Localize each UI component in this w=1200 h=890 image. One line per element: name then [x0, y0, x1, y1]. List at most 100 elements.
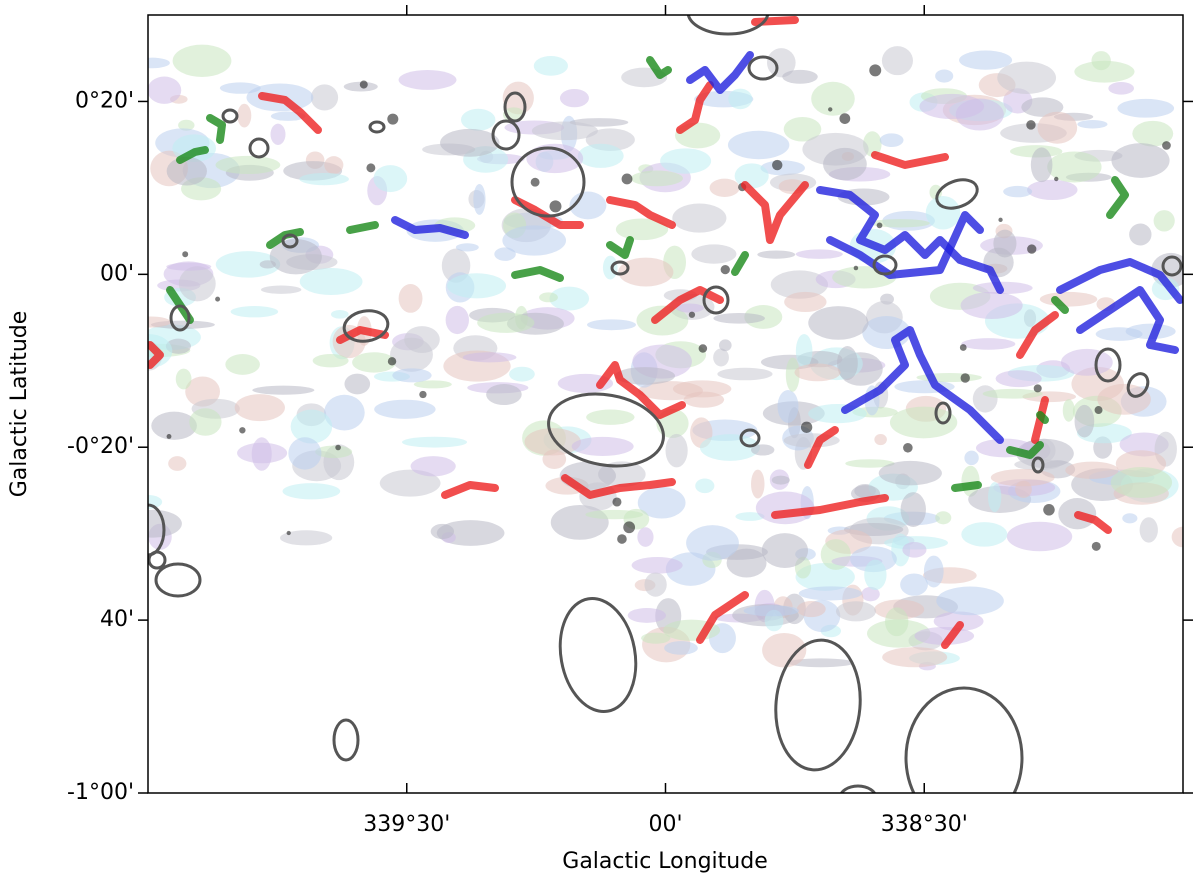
- blob: [777, 389, 799, 423]
- y-tick-label: -0°20': [67, 434, 134, 459]
- blob: [1111, 143, 1170, 178]
- blob: [398, 283, 423, 313]
- blob: [486, 384, 522, 406]
- blob: [1060, 348, 1113, 376]
- dark-clump: [366, 163, 376, 173]
- blob: [929, 184, 943, 200]
- dark-clump: [903, 443, 913, 453]
- blob: [762, 632, 807, 668]
- blob: [902, 541, 927, 558]
- blob: [837, 346, 858, 381]
- blob: [637, 486, 686, 519]
- blob: [404, 326, 440, 354]
- blob: [713, 348, 729, 367]
- blob: [455, 243, 479, 252]
- blob: [445, 305, 469, 335]
- blob: [808, 306, 869, 340]
- blob: [440, 128, 500, 157]
- ellipse: [221, 108, 239, 124]
- blob: [686, 525, 739, 561]
- blob: [995, 370, 1042, 388]
- blob: [936, 586, 1004, 616]
- filament: [741, 181, 809, 244]
- ellipse: [774, 638, 862, 772]
- blob: [695, 478, 715, 494]
- dark-clump: [800, 421, 813, 433]
- filament: [346, 221, 379, 234]
- blob: [835, 601, 877, 622]
- blob: [644, 572, 667, 597]
- blob: [330, 310, 349, 319]
- blob: [252, 385, 315, 395]
- filament: [941, 621, 964, 649]
- filament: [804, 426, 839, 469]
- blob: [148, 57, 170, 69]
- blob: [664, 641, 698, 655]
- ellipse: [510, 146, 586, 218]
- ellipse: [169, 304, 191, 332]
- blob: [288, 437, 322, 470]
- blob: [260, 285, 302, 294]
- blob: [735, 512, 765, 521]
- blob: [344, 373, 371, 395]
- dark-clump: [720, 264, 730, 275]
- filament: [1076, 286, 1179, 354]
- blob: [796, 600, 826, 618]
- blob: [473, 183, 486, 215]
- blob: [602, 255, 618, 280]
- blob: [751, 444, 775, 456]
- blob: [1139, 517, 1158, 543]
- blob: [462, 352, 517, 363]
- blob: [230, 306, 279, 318]
- blob: [787, 658, 854, 668]
- blob: [959, 50, 1013, 70]
- blob: [672, 380, 732, 398]
- blob: [823, 147, 867, 181]
- blob: [379, 469, 441, 497]
- blob: [148, 316, 171, 328]
- blob: [1027, 179, 1078, 200]
- blob: [660, 148, 712, 174]
- blob: [726, 548, 767, 578]
- blob: [460, 108, 496, 131]
- blob: [691, 244, 737, 264]
- ellipse: [1126, 372, 1150, 398]
- blob: [757, 250, 796, 259]
- dark-clump: [1091, 541, 1101, 551]
- dark-clump: [1094, 406, 1103, 415]
- ellipse: [686, 15, 770, 36]
- dark-clump: [359, 80, 368, 89]
- blob: [919, 93, 985, 120]
- ellipse: [904, 686, 1024, 793]
- dark-clump: [286, 530, 291, 536]
- ellipse: [1094, 347, 1122, 383]
- blob: [675, 303, 704, 313]
- blob: [811, 81, 855, 116]
- blob: [879, 133, 904, 148]
- blob: [761, 533, 809, 568]
- blob: [280, 530, 333, 546]
- filament: [871, 151, 949, 169]
- y-axis-label: Galactic Latitude: [7, 311, 32, 498]
- blob: [845, 459, 895, 468]
- blob: [1097, 383, 1151, 415]
- y-tick-label: 40': [100, 607, 134, 632]
- filament: [391, 216, 469, 239]
- ellipse: [342, 309, 390, 343]
- dark-clump: [617, 534, 627, 544]
- blob: [1077, 119, 1108, 129]
- filament: [511, 266, 564, 282]
- blob: [783, 116, 822, 142]
- filament: [771, 494, 889, 519]
- blob: [315, 445, 353, 459]
- blob: [882, 647, 948, 668]
- blob: [785, 357, 800, 392]
- blob: [1129, 223, 1152, 246]
- blob: [1003, 185, 1033, 198]
- blob: [585, 509, 644, 520]
- blob: [270, 123, 286, 145]
- dark-clump: [166, 434, 172, 439]
- filament: [696, 591, 749, 644]
- blob: [509, 366, 535, 382]
